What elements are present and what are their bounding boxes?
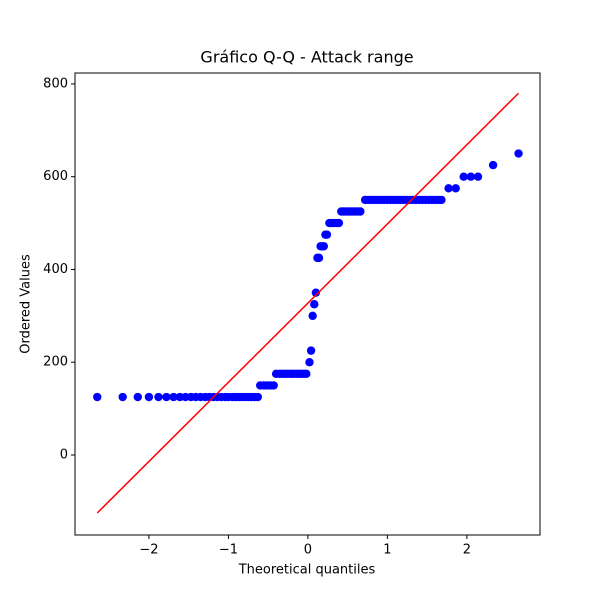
x-tick-label: 1 — [383, 543, 391, 558]
y-tick-label: 200 — [43, 355, 68, 370]
y-axis-label: Ordered Values — [19, 254, 34, 354]
point — [154, 392, 163, 402]
point — [93, 392, 102, 402]
fit-line — [96, 92, 520, 514]
point — [169, 392, 178, 402]
x-tick-label: 2 — [463, 543, 471, 558]
point — [311, 288, 321, 297]
point — [253, 392, 263, 402]
point — [162, 392, 171, 402]
point — [459, 172, 468, 181]
point — [118, 392, 127, 402]
y-tick-label: 400 — [43, 262, 68, 277]
point — [314, 253, 324, 263]
point — [305, 358, 314, 367]
x-tick-label: 0 — [304, 543, 312, 558]
x-tick-label: −2 — [139, 543, 158, 558]
point — [322, 230, 332, 239]
point — [319, 242, 328, 251]
point — [133, 392, 142, 402]
point — [334, 218, 344, 228]
point — [514, 149, 523, 158]
point — [437, 195, 446, 205]
y-tick-label: 600 — [43, 169, 68, 184]
y-tick-label: 0 — [60, 447, 68, 462]
x-axis-label: Theoretical quantiles — [238, 563, 376, 578]
x-tick-label: −1 — [219, 543, 238, 558]
plot-frame — [74, 72, 541, 536]
point — [310, 300, 319, 309]
chart-title: Gráfico Q-Q - Attack range — [200, 48, 413, 67]
point — [302, 369, 311, 379]
point — [144, 392, 154, 402]
point — [269, 381, 278, 390]
point — [473, 172, 483, 181]
y-tick-label: 800 — [43, 76, 68, 91]
point — [356, 207, 365, 216]
point — [308, 311, 317, 321]
point — [306, 346, 316, 355]
point — [488, 160, 498, 170]
point — [451, 184, 460, 193]
point — [466, 172, 476, 181]
point — [444, 184, 453, 193]
